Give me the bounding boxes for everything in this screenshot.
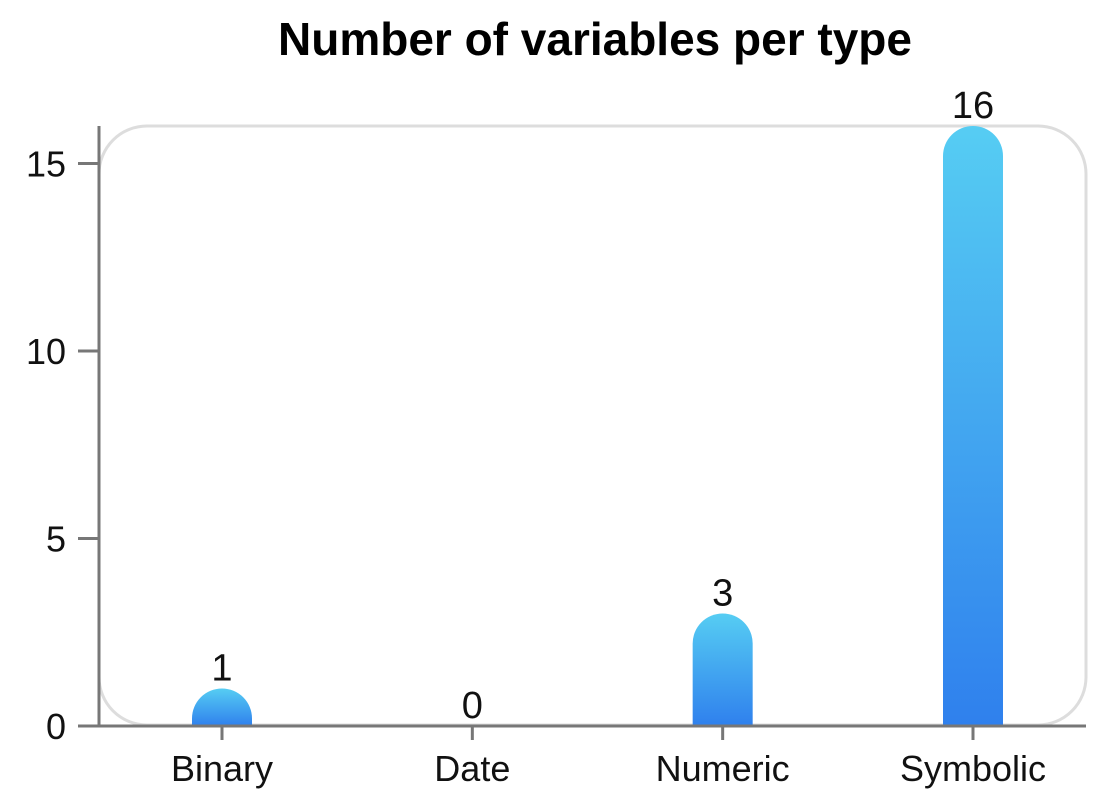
plot-frame	[97, 124, 1088, 727]
data-label-numeric: 3	[712, 573, 733, 615]
bar-numeric	[692, 613, 753, 726]
x-tick-label-numeric: Numeric	[656, 748, 790, 789]
data-label-binary: 1	[211, 648, 232, 690]
bar-binary	[192, 688, 252, 726]
data-label-symbolic: 16	[952, 85, 994, 127]
x-tick-label-binary: Binary	[171, 748, 273, 789]
x-axis: Binary Date Numeric Symbolic	[171, 726, 1046, 789]
y-tick-label-10: 10	[26, 331, 66, 372]
chart-title: Number of variables per type	[278, 13, 912, 65]
data-labels-layer: 1 0 3 16	[211, 85, 994, 727]
bar-symbolic	[943, 126, 1003, 726]
y-tick-label-5: 5	[46, 519, 66, 560]
x-tick-label-date: Date	[434, 748, 510, 789]
bars-layer	[192, 126, 1003, 726]
y-axis: 0 5 10 15	[26, 144, 99, 747]
data-label-date: 0	[462, 685, 483, 727]
x-tick-label-symbolic: Symbolic	[900, 748, 1046, 789]
y-tick-label-15: 15	[26, 144, 66, 185]
y-tick-label-0: 0	[46, 706, 66, 747]
